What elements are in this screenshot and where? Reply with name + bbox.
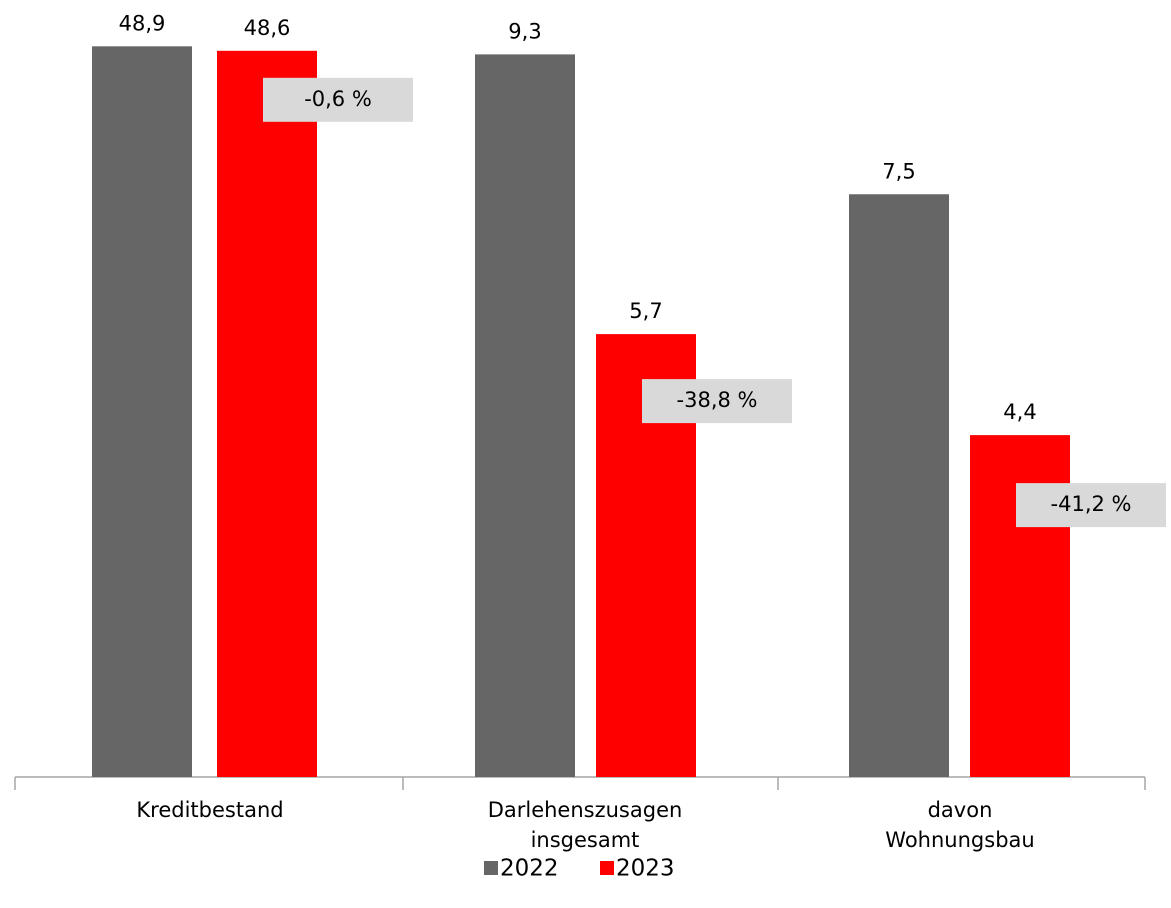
legend-swatch [484, 861, 498, 875]
legend-label: 2022 [500, 856, 559, 882]
bar [217, 50, 317, 778]
x-tick-label: Kreditbestand [136, 798, 284, 822]
value-label: 48,6 [244, 16, 291, 40]
value-label: 5,7 [629, 299, 662, 323]
annotation: -0,6 % [304, 87, 372, 111]
annotation-box [1016, 483, 1166, 528]
bar [849, 194, 949, 777]
value-label: 7,5 [882, 159, 915, 183]
bar [475, 54, 575, 777]
legend-label: 2023 [616, 856, 675, 882]
annotation-box [642, 379, 792, 424]
annotation: -41,2 % [1051, 492, 1132, 516]
annotation-box [263, 77, 413, 122]
legend-swatch [600, 861, 614, 875]
value-label: 4,4 [1003, 400, 1036, 424]
annotation: -38,8 % [677, 388, 758, 412]
x-tick-label: davon Wohnungsbau [885, 798, 1035, 852]
value-label: 9,3 [508, 19, 541, 43]
value-label: 48,9 [119, 11, 166, 35]
x-tick-label: Darlehenszusagen insgesamt [487, 798, 683, 852]
bar [92, 46, 192, 777]
